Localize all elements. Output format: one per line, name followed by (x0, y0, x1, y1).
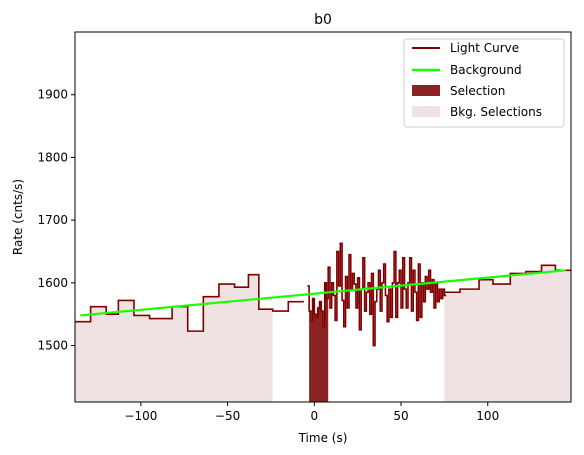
axes-frame (74, 31, 572, 403)
legend: Light Curve Background Selection Bkg. Se… (403, 38, 565, 128)
chart-title: b0 (314, 12, 332, 28)
bkg-selection-region (75, 274, 273, 402)
x-tick-label: 50 (393, 409, 408, 423)
x-tick-label: 100 (476, 409, 499, 423)
y-tick-label: 1900 (37, 88, 68, 102)
legend-label-background: Background (450, 63, 522, 77)
axis-ticks: −100 −50 0 50 100 1500 1600 1700 1800 1900 (37, 88, 499, 423)
x-tick-label: −50 (215, 409, 240, 423)
legend-label-light-curve: Light Curve (450, 41, 519, 55)
x-tick-label: 0 (311, 409, 319, 423)
y-tick-label: 1600 (37, 276, 68, 290)
legend-swatch-selection (412, 85, 440, 96)
legend-label-selection: Selection (450, 84, 505, 98)
legend-label-bkg-selections: Bkg. Selections (450, 105, 542, 119)
plot-area (75, 242, 571, 402)
legend-box (403, 38, 565, 128)
y-tick-label: 1800 (37, 150, 68, 164)
light-curve-right (444, 264, 571, 294)
y-tick-label: 1700 (37, 213, 68, 227)
bkg-selection-region (444, 265, 571, 402)
y-axis-label: Rate (cnts/s) (11, 179, 25, 255)
x-tick-label: −100 (124, 409, 157, 423)
legend-swatch-bkg-selections (412, 106, 440, 117)
background-fit-line (80, 269, 566, 317)
y-tick-label: 1500 (37, 339, 68, 353)
light-curve-left (75, 273, 304, 332)
x-axis-label: Time (s) (298, 431, 348, 445)
